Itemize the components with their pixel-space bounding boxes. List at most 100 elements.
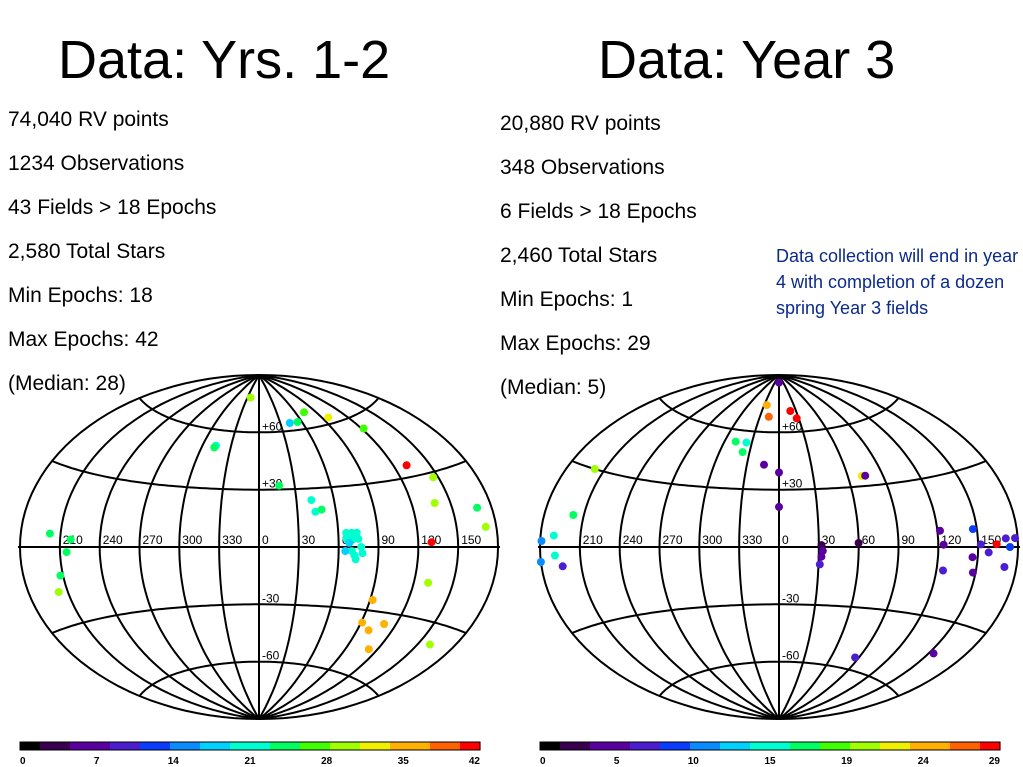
colorbar-segment [670,742,681,750]
colorbar-segment [290,742,301,750]
colorbar-tick-label: 10 [688,756,700,767]
data-point [246,393,255,402]
colorbar-tick-label: 28 [321,756,333,767]
colorbar-segment [100,742,111,750]
stat-observations: 348 Observations [500,156,665,179]
colorbar-segment [280,742,291,750]
colorbar-segment [410,742,421,750]
data-point [341,547,350,555]
colorbar-segment [850,742,861,750]
colorbar-segment [70,742,81,750]
parallel-line [658,660,900,697]
colorbar-segment [810,742,821,750]
colorbar-segment [400,742,411,750]
colorbar-segment [80,742,91,750]
colorbar-segment [170,742,181,750]
colorbar-segment [720,742,731,750]
colorbar-segment [940,742,951,750]
colorbar: 0 5 10 15 19 24 29 [539,741,1001,767]
colorbar-segment [560,742,571,750]
colorbar-segment [970,742,981,750]
colorbar-segment [990,742,1001,750]
colorbar-segment [460,742,471,750]
colorbar-segment [680,742,691,750]
colorbar-segment [600,742,611,750]
longitude-tick-label: 210 [583,533,603,547]
colorbar-segment [130,742,141,750]
colorbar-segment [180,742,191,750]
longitude-tick-label: 330 [742,533,762,547]
colorbar-segment [890,742,901,750]
data-point [368,596,377,604]
data-point [430,499,439,507]
stat-median: (Median: 5) [500,376,607,399]
colorbar-segment [380,742,391,750]
colorbar-segment [610,742,621,750]
data-point [300,408,308,417]
colorbar-tick-label: 15 [764,756,776,767]
stat-fields: 6 Fields > 18 Epochs [500,200,697,223]
data-point [311,507,320,516]
longitude-tick-label: 330 [222,533,242,547]
colorbar-segment [830,742,841,750]
data-point [968,553,977,562]
stat-min-epochs: Min Epochs: 1 [500,288,634,311]
left-title: Data: Yrs. 1-2 [58,30,391,90]
data-point [62,548,71,557]
data-point [54,588,63,596]
data-point [569,511,578,519]
colorbar-segment [20,742,31,750]
colorbar-segment [880,742,891,750]
colorbar-segment [50,742,61,750]
data-point [775,502,783,511]
data-point [558,562,567,571]
parallel-line [658,397,900,434]
colorbar-segment [860,742,871,750]
data-point [760,460,768,469]
colorbar-segment [220,742,231,750]
data-point [56,571,65,580]
longitude-tick-label: 300 [182,533,202,547]
stat-max-epochs: Max Epochs: 29 [500,332,651,355]
longitude-tick-label: 240 [623,533,643,547]
data-point [358,549,367,558]
stat-rv-points: 74,040 RV points [8,108,169,131]
colorbar-tick-label: 42 [469,756,481,767]
colorbar-tick-label: 21 [244,756,256,767]
colorbar-segment [390,742,401,750]
colorbar-segment [210,742,221,750]
left-stats-list: 74,040 RV points 1234 Observations 43 Fi… [8,108,216,416]
data-point [549,531,558,540]
data-point [590,465,599,473]
colorbar-segment [870,742,881,750]
data-point [550,551,559,560]
data-point [473,503,482,512]
data-point [345,538,354,547]
data-point [939,566,947,575]
colorbar-segment [540,742,551,750]
parallel-line [138,660,380,697]
data-point [968,525,977,534]
data-point [357,543,366,551]
colorbar-tick-label: 0 [540,756,546,767]
colorbar-segment [110,742,121,750]
data-point [210,443,219,452]
data-point [364,626,373,635]
data-point [861,471,870,480]
data-point [429,473,438,482]
data-point [1001,534,1010,543]
colorbar-frame [539,741,1001,751]
data-point [929,649,938,658]
colorbar-tick-label: 19 [841,756,853,767]
colorbar-tick-label: 5 [614,756,620,767]
colorbar-frame [19,741,481,751]
colorbar-segment [570,742,581,750]
data-point [427,538,436,547]
colorbar-segment [470,742,481,750]
longitude-tick-label: 270 [143,533,163,547]
colorbar-segment [640,742,651,750]
parallel-line [51,603,467,634]
colorbar-segment [160,742,171,750]
colorbar-segment [260,742,271,750]
right-title: Data: Year 3 [598,30,896,90]
